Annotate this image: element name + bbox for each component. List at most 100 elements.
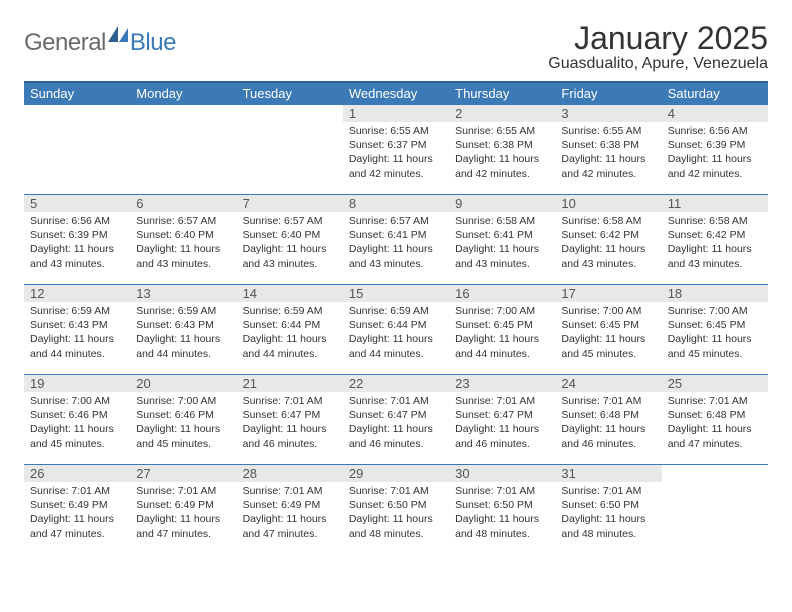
daylight-text: Daylight: 11 hours and 43 minutes.: [561, 242, 655, 270]
daylight-text: Daylight: 11 hours and 47 minutes.: [136, 512, 230, 540]
day-content: Sunrise: 7:01 AMSunset: 6:50 PMDaylight:…: [449, 482, 555, 545]
sunrise-text: Sunrise: 6:58 AM: [561, 214, 655, 228]
week-row: 1Sunrise: 6:55 AMSunset: 6:37 PMDaylight…: [24, 105, 768, 195]
day-content: Sunrise: 6:58 AMSunset: 6:42 PMDaylight:…: [662, 212, 768, 275]
day-number: 8: [343, 195, 449, 212]
day-number: 6: [130, 195, 236, 212]
day-content: Sunrise: 7:01 AMSunset: 6:47 PMDaylight:…: [449, 392, 555, 455]
daylight-text: Daylight: 11 hours and 43 minutes.: [30, 242, 124, 270]
day-number: 22: [343, 375, 449, 392]
day-number: 2: [449, 105, 555, 122]
dow-wednesday: Wednesday: [343, 82, 449, 105]
sunset-text: Sunset: 6:41 PM: [455, 228, 549, 242]
day-cell: 13Sunrise: 6:59 AMSunset: 6:43 PMDayligh…: [130, 285, 236, 375]
daylight-text: Daylight: 11 hours and 43 minutes.: [243, 242, 337, 270]
day-number: 7: [237, 195, 343, 212]
day-content: Sunrise: 7:00 AMSunset: 6:45 PMDaylight:…: [555, 302, 661, 365]
daylight-text: Daylight: 11 hours and 45 minutes.: [136, 422, 230, 450]
daylight-text: Daylight: 11 hours and 45 minutes.: [30, 422, 124, 450]
daylight-text: Daylight: 11 hours and 43 minutes.: [455, 242, 549, 270]
sunrise-text: Sunrise: 6:56 AM: [30, 214, 124, 228]
day-content: Sunrise: 6:59 AMSunset: 6:44 PMDaylight:…: [343, 302, 449, 365]
day-cell: 15Sunrise: 6:59 AMSunset: 6:44 PMDayligh…: [343, 285, 449, 375]
sunrise-text: Sunrise: 7:01 AM: [561, 484, 655, 498]
title-block: January 2025 Guasdualito, Apure, Venezue…: [548, 20, 768, 73]
day-cell: 23Sunrise: 7:01 AMSunset: 6:47 PMDayligh…: [449, 375, 555, 465]
day-number: 13: [130, 285, 236, 302]
day-cell: 19Sunrise: 7:00 AMSunset: 6:46 PMDayligh…: [24, 375, 130, 465]
sunrise-text: Sunrise: 6:56 AM: [668, 124, 762, 138]
header: General Blue January 2025 Guasdualito, A…: [24, 20, 768, 73]
daylight-text: Daylight: 11 hours and 44 minutes.: [455, 332, 549, 360]
sunset-text: Sunset: 6:44 PM: [243, 318, 337, 332]
day-cell: 29Sunrise: 7:01 AMSunset: 6:50 PMDayligh…: [343, 465, 449, 555]
calendar-page: General Blue January 2025 Guasdualito, A…: [0, 0, 792, 612]
sunset-text: Sunset: 6:48 PM: [561, 408, 655, 422]
sunset-text: Sunset: 6:49 PM: [30, 498, 124, 512]
day-number: 30: [449, 465, 555, 482]
daylight-text: Daylight: 11 hours and 42 minutes.: [455, 152, 549, 180]
day-cell: [130, 105, 236, 195]
day-cell: 2Sunrise: 6:55 AMSunset: 6:38 PMDaylight…: [449, 105, 555, 195]
day-content: Sunrise: 7:01 AMSunset: 6:49 PMDaylight:…: [237, 482, 343, 545]
dow-friday: Friday: [555, 82, 661, 105]
sunset-text: Sunset: 6:44 PM: [349, 318, 443, 332]
sunrise-text: Sunrise: 6:59 AM: [136, 304, 230, 318]
day-cell: 17Sunrise: 7:00 AMSunset: 6:45 PMDayligh…: [555, 285, 661, 375]
sunrise-text: Sunrise: 6:59 AM: [349, 304, 443, 318]
day-content: Sunrise: 7:01 AMSunset: 6:47 PMDaylight:…: [237, 392, 343, 455]
sunset-text: Sunset: 6:49 PM: [243, 498, 337, 512]
day-cell: 24Sunrise: 7:01 AMSunset: 6:48 PMDayligh…: [555, 375, 661, 465]
sunrise-text: Sunrise: 6:57 AM: [136, 214, 230, 228]
day-content: Sunrise: 6:56 AMSunset: 6:39 PMDaylight:…: [662, 122, 768, 185]
sunset-text: Sunset: 6:40 PM: [243, 228, 337, 242]
day-number: 18: [662, 285, 768, 302]
dow-thursday: Thursday: [449, 82, 555, 105]
sunrise-text: Sunrise: 7:00 AM: [136, 394, 230, 408]
daylight-text: Daylight: 11 hours and 48 minutes.: [561, 512, 655, 540]
calendar-body: 1Sunrise: 6:55 AMSunset: 6:37 PMDaylight…: [24, 105, 768, 555]
sunrise-text: Sunrise: 6:55 AM: [561, 124, 655, 138]
sunrise-text: Sunrise: 7:01 AM: [455, 394, 549, 408]
day-content: Sunrise: 6:58 AMSunset: 6:41 PMDaylight:…: [449, 212, 555, 275]
day-cell: 30Sunrise: 7:01 AMSunset: 6:50 PMDayligh…: [449, 465, 555, 555]
sunrise-text: Sunrise: 7:01 AM: [243, 484, 337, 498]
day-content: Sunrise: 7:01 AMSunset: 6:48 PMDaylight:…: [555, 392, 661, 455]
sunset-text: Sunset: 6:41 PM: [349, 228, 443, 242]
day-cell: [24, 105, 130, 195]
daylight-text: Daylight: 11 hours and 47 minutes.: [30, 512, 124, 540]
day-cell: 4Sunrise: 6:56 AMSunset: 6:39 PMDaylight…: [662, 105, 768, 195]
dow-saturday: Saturday: [662, 82, 768, 105]
day-cell: 27Sunrise: 7:01 AMSunset: 6:49 PMDayligh…: [130, 465, 236, 555]
day-cell: 12Sunrise: 6:59 AMSunset: 6:43 PMDayligh…: [24, 285, 130, 375]
day-content: Sunrise: 7:01 AMSunset: 6:50 PMDaylight:…: [343, 482, 449, 545]
dow-monday: Monday: [130, 82, 236, 105]
sunset-text: Sunset: 6:40 PM: [136, 228, 230, 242]
day-cell: 25Sunrise: 7:01 AMSunset: 6:48 PMDayligh…: [662, 375, 768, 465]
day-number: 29: [343, 465, 449, 482]
week-row: 12Sunrise: 6:59 AMSunset: 6:43 PMDayligh…: [24, 285, 768, 375]
sunset-text: Sunset: 6:49 PM: [136, 498, 230, 512]
sunrise-text: Sunrise: 7:00 AM: [30, 394, 124, 408]
day-cell: 28Sunrise: 7:01 AMSunset: 6:49 PMDayligh…: [237, 465, 343, 555]
day-content: Sunrise: 7:01 AMSunset: 6:50 PMDaylight:…: [555, 482, 661, 545]
day-number: 17: [555, 285, 661, 302]
sunrise-text: Sunrise: 7:01 AM: [668, 394, 762, 408]
day-number: 24: [555, 375, 661, 392]
day-number: 5: [24, 195, 130, 212]
sunrise-text: Sunrise: 6:58 AM: [668, 214, 762, 228]
daylight-text: Daylight: 11 hours and 42 minutes.: [668, 152, 762, 180]
sunrise-text: Sunrise: 7:01 AM: [455, 484, 549, 498]
week-row: 26Sunrise: 7:01 AMSunset: 6:49 PMDayligh…: [24, 465, 768, 555]
sunrise-text: Sunrise: 6:58 AM: [455, 214, 549, 228]
day-cell: 20Sunrise: 7:00 AMSunset: 6:46 PMDayligh…: [130, 375, 236, 465]
sunrise-text: Sunrise: 7:01 AM: [243, 394, 337, 408]
day-number: 27: [130, 465, 236, 482]
day-cell: 1Sunrise: 6:55 AMSunset: 6:37 PMDaylight…: [343, 105, 449, 195]
day-number: 3: [555, 105, 661, 122]
day-number: 28: [237, 465, 343, 482]
dow-tuesday: Tuesday: [237, 82, 343, 105]
day-content: Sunrise: 6:57 AMSunset: 6:40 PMDaylight:…: [237, 212, 343, 275]
day-content: Sunrise: 6:59 AMSunset: 6:44 PMDaylight:…: [237, 302, 343, 365]
sunset-text: Sunset: 6:42 PM: [561, 228, 655, 242]
